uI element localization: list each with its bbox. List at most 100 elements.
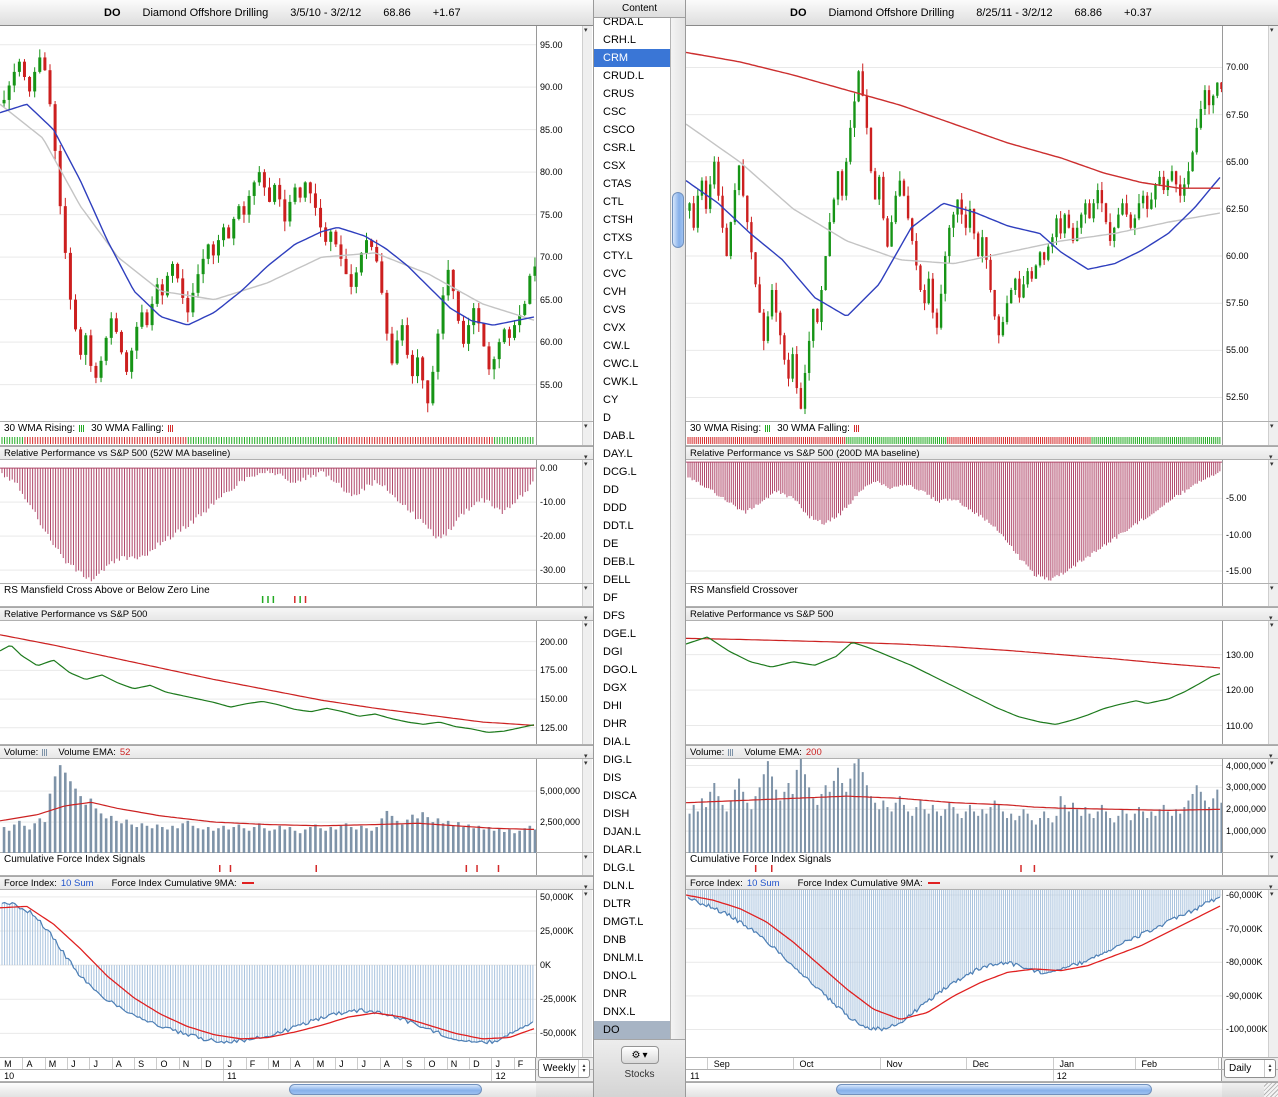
symbol-list-item[interactable]: DHR bbox=[603, 718, 627, 730]
symbol-list-item[interactable]: DD bbox=[603, 484, 619, 496]
pane-collapse-icon[interactable]: ▾ bbox=[1270, 423, 1274, 430]
symbol-list-item[interactable]: DGI bbox=[603, 646, 623, 658]
price-chart[interactable] bbox=[0, 26, 536, 421]
horizontal-scrollbar[interactable] bbox=[686, 1082, 1222, 1097]
window-resize-grip[interactable] bbox=[1264, 1083, 1278, 1097]
symbol-list-item[interactable]: DEB.L bbox=[603, 556, 635, 568]
symbol-list-item[interactable]: CVC bbox=[603, 268, 627, 280]
rs-line-chart[interactable] bbox=[0, 621, 536, 744]
symbol-list-item[interactable]: DLG.L bbox=[603, 862, 635, 874]
symbol-list-item[interactable]: CRM bbox=[594, 49, 670, 67]
pane-collapse-icon[interactable]: ▾ bbox=[584, 622, 588, 629]
symbol-list-item[interactable]: DLAR.L bbox=[603, 844, 642, 856]
rs-line-chart[interactable] bbox=[686, 621, 1222, 744]
browser-scrollbar[interactable] bbox=[670, 18, 685, 1039]
symbol-list-item[interactable]: DELL bbox=[603, 574, 631, 586]
relative-performance-histogram[interactable] bbox=[0, 460, 536, 583]
symbol-list-item[interactable]: DIA.L bbox=[603, 736, 631, 748]
symbol-list-item[interactable]: DO bbox=[594, 1021, 670, 1039]
symbol-list-item[interactable]: DGE.L bbox=[603, 628, 637, 640]
symbol-list-item[interactable]: DNX.L bbox=[603, 1006, 636, 1018]
pane-collapse-icon[interactable]: ▾ bbox=[584, 760, 588, 767]
pane-collapse-icon[interactable]: ▾ bbox=[584, 454, 588, 461]
symbol-list-item[interactable]: CSC bbox=[603, 106, 627, 118]
pane-collapse-icon[interactable]: ▾ bbox=[1270, 461, 1274, 468]
symbol-list-item[interactable]: D bbox=[603, 412, 611, 424]
pane-collapse-icon[interactable]: ▾ bbox=[584, 585, 588, 592]
pane-collapse-icon[interactable]: ▾ bbox=[1269, 454, 1273, 461]
pane-collapse-icon[interactable]: ▾ bbox=[584, 891, 588, 898]
symbol-list-item[interactable]: DAY.L bbox=[603, 448, 633, 460]
relative-performance-histogram[interactable] bbox=[686, 460, 1222, 583]
symbol-list-item[interactable]: DIS bbox=[603, 772, 622, 784]
horizontal-scrollbar[interactable] bbox=[0, 1082, 536, 1097]
symbol-list-item[interactable]: CTY.L bbox=[603, 250, 633, 262]
symbol-list-item[interactable]: CW.L bbox=[603, 340, 630, 352]
symbol-list-item[interactable]: CRUD.L bbox=[603, 70, 644, 82]
symbol-list-item[interactable]: CVS bbox=[603, 304, 626, 316]
symbol-list-item[interactable]: DFS bbox=[603, 610, 625, 622]
symbol-list-item[interactable]: CRDA.L bbox=[603, 18, 644, 28]
symbol-list-item[interactable]: CTL bbox=[603, 196, 624, 208]
symbol-list-item[interactable]: CWK.L bbox=[603, 376, 638, 388]
pane-collapse-icon[interactable]: ▾ bbox=[584, 423, 588, 430]
price-chart[interactable] bbox=[686, 26, 1222, 421]
force-index-chart[interactable] bbox=[686, 890, 1222, 1057]
symbol-list-item[interactable]: CWC.L bbox=[603, 358, 639, 370]
symbol-list-item[interactable]: CSX bbox=[603, 160, 626, 172]
timeframe-select[interactable]: Daily ▲ ▼ bbox=[1224, 1059, 1276, 1078]
volume-histogram[interactable] bbox=[686, 759, 1222, 853]
symbol-list-item[interactable]: DCG.L bbox=[603, 466, 637, 478]
pane-collapse-icon[interactable]: ▾ bbox=[1270, 891, 1274, 898]
symbol-list-item[interactable]: CY bbox=[603, 394, 619, 406]
symbol-list-item[interactable]: DNLM.L bbox=[603, 952, 644, 964]
force-index-chart[interactable] bbox=[0, 890, 536, 1057]
symbol-list-item[interactable]: DJAN.L bbox=[603, 826, 641, 838]
symbol-list-item[interactable]: CVX bbox=[603, 322, 626, 334]
symbol-list-item[interactable]: DISH bbox=[603, 808, 630, 820]
symbol-list-item[interactable]: CSCO bbox=[603, 124, 635, 136]
symbol-list-item[interactable]: DAB.L bbox=[603, 430, 635, 442]
symbol-list-item[interactable]: DNR bbox=[603, 988, 627, 1000]
symbol-list-item[interactable]: DNB bbox=[603, 934, 627, 946]
symbol-list-item[interactable]: CTSH bbox=[603, 214, 633, 226]
pane-collapse-icon[interactable]: ▾ bbox=[584, 27, 588, 34]
symbol-list-item[interactable]: DDD bbox=[603, 502, 627, 514]
pane-collapse-icon[interactable]: ▾ bbox=[1270, 760, 1274, 767]
symbol-list-item[interactable]: CTAS bbox=[603, 178, 632, 190]
symbol-list-item[interactable]: DGX bbox=[603, 682, 627, 694]
horizontal-scrollbar-thumb[interactable] bbox=[289, 1084, 483, 1095]
pane-collapse-icon[interactable]: ▾ bbox=[1269, 753, 1273, 760]
pane-collapse-icon[interactable]: ▾ bbox=[1270, 622, 1274, 629]
symbol-list-item[interactable]: CSR.L bbox=[603, 142, 636, 154]
symbol-list-item[interactable]: DF bbox=[603, 592, 618, 604]
pane-collapse-icon[interactable]: ▾ bbox=[1270, 854, 1274, 861]
horizontal-scrollbar-thumb[interactable] bbox=[836, 1084, 1153, 1095]
symbol-list-item[interactable]: DDT.L bbox=[603, 520, 634, 532]
pane-collapse-icon[interactable]: ▾ bbox=[1269, 884, 1273, 891]
symbol-list-item[interactable]: DGO.L bbox=[603, 664, 638, 676]
pane-collapse-icon[interactable]: ▾ bbox=[584, 753, 588, 760]
symbol-list-item[interactable]: DHI bbox=[603, 700, 622, 712]
symbol-list-item[interactable]: CTXS bbox=[603, 232, 633, 244]
symbol-list-item[interactable]: CVH bbox=[603, 286, 627, 298]
symbol-list-item[interactable]: DLTR bbox=[603, 898, 631, 910]
action-menu-button[interactable]: ⚙ ▾ bbox=[620, 1046, 659, 1064]
symbol-list-item[interactable]: CRH.L bbox=[603, 34, 637, 46]
symbol-list-item[interactable]: DMGT.L bbox=[603, 916, 644, 928]
browser-scrollbar-thumb[interactable] bbox=[672, 191, 684, 248]
symbol-list-item[interactable]: DIG.L bbox=[603, 754, 632, 766]
pane-collapse-icon[interactable]: ▾ bbox=[1270, 27, 1274, 34]
symbol-list-item[interactable]: DNO.L bbox=[603, 970, 637, 982]
symbol-list-item[interactable]: DISCA bbox=[603, 790, 637, 802]
volume-histogram[interactable] bbox=[0, 759, 536, 853]
symbol-list-item[interactable]: CRUS bbox=[603, 88, 635, 100]
pane-collapse-icon[interactable]: ▾ bbox=[584, 615, 588, 622]
pane-collapse-icon[interactable]: ▾ bbox=[584, 461, 588, 468]
symbol-list-item[interactable]: DE bbox=[603, 538, 619, 550]
timeframe-select[interactable]: Weekly ▲ ▼ bbox=[538, 1059, 590, 1078]
pane-collapse-icon[interactable]: ▾ bbox=[1269, 615, 1273, 622]
pane-collapse-icon[interactable]: ▾ bbox=[584, 854, 588, 861]
pane-collapse-icon[interactable]: ▾ bbox=[584, 884, 588, 891]
symbol-list-item[interactable]: DLN.L bbox=[603, 880, 635, 892]
